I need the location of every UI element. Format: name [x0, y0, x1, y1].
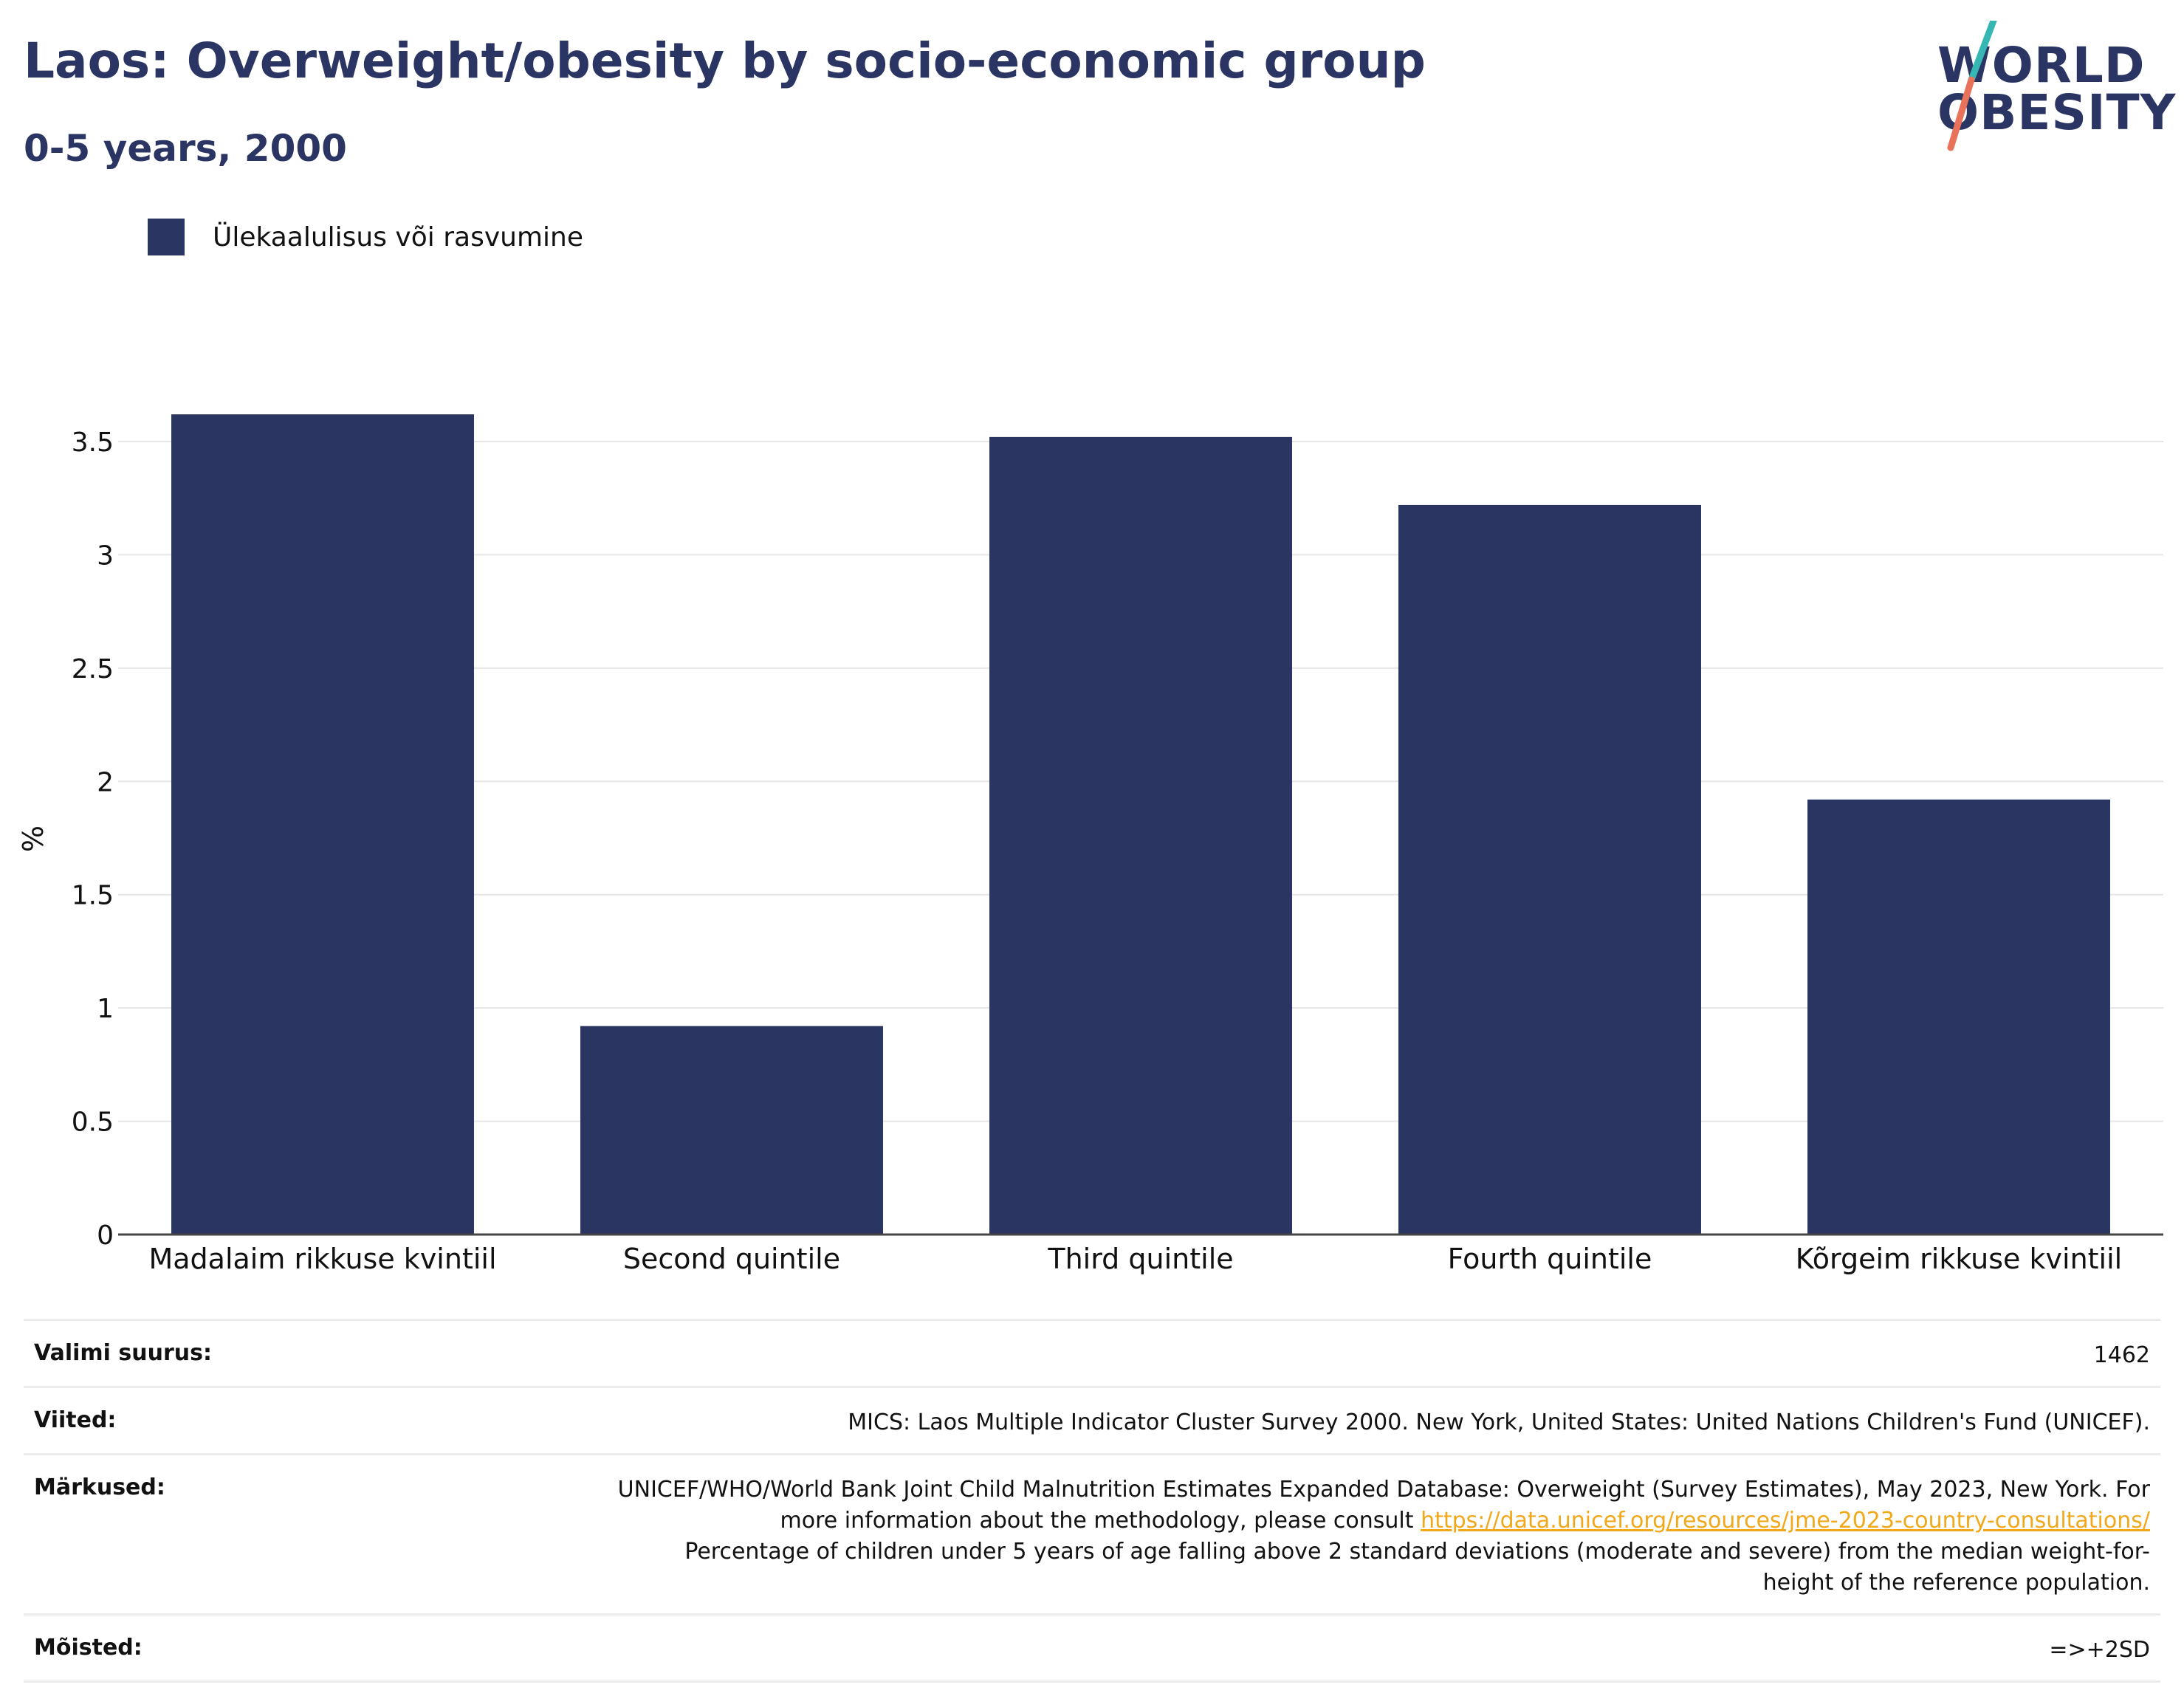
- logo-text-obesity: OBESITY: [1937, 84, 2177, 141]
- y-tick-labels: 0 0.5 1 1.5 2 2.5 3 3.5: [72, 428, 114, 1251]
- x-tick-label: Second quintile: [623, 1243, 840, 1275]
- notes-label: Märkused:: [34, 1474, 165, 1500]
- footer-row-notes: Märkused: UNICEF/WHO/World Bank Joint Ch…: [24, 1453, 2160, 1613]
- y-tick-label: 3.5: [72, 428, 114, 458]
- definitions-label: Mõisted:: [34, 1635, 142, 1661]
- legend: Ülekaalulisus või rasvumine: [148, 219, 583, 255]
- footer-row-definitions: Mõisted: =>+2SD: [24, 1613, 2160, 1683]
- chart-subtitle: 0-5 years, 2000: [24, 127, 347, 170]
- bar: [171, 414, 474, 1235]
- y-tick-label: 1.5: [72, 881, 114, 911]
- definitions-value: =>+2SD: [2049, 1637, 2150, 1663]
- y-tick-label: 0.5: [72, 1108, 114, 1138]
- y-tick-label: 3: [97, 540, 114, 571]
- bar-chart: 0 0.5 1 1.5 2 2.5 3 3.5 Madalaim rikkuse kvinti…: [17, 414, 2163, 1275]
- bars: [171, 414, 2110, 1235]
- footer-row-sample-size: Valimi suurus: 1462: [24, 1319, 2160, 1386]
- sample-size-label: Valimi suurus:: [34, 1340, 212, 1366]
- x-tick-label: Third quintile: [1047, 1243, 1233, 1275]
- y-tick-label: 0: [97, 1220, 114, 1251]
- logo-slash-icon: [1947, 21, 1997, 151]
- methodology-link[interactable]: https://data.unicef.org/resources/jme-20…: [1421, 1508, 2150, 1534]
- x-tick-label: Madalaim rikkuse kvintiil: [148, 1243, 496, 1275]
- footer-row-references: Viited: MICS: Laos Multiple Indicator Cl…: [24, 1386, 2160, 1453]
- legend-swatch: [148, 219, 185, 255]
- y-tick-label: 2.5: [72, 654, 114, 684]
- notes-text: UNICEF/WHO/World Bank Joint Child Malnut…: [617, 1477, 2150, 1534]
- y-tick-label: 2: [97, 767, 114, 797]
- references-value: MICS: Laos Multiple Indicator Cluster Su…: [848, 1410, 2150, 1435]
- world-obesity-logo: WORLD OBESITY: [1927, 21, 2175, 154]
- legend-label: Ülekaalulisus või rasvumine: [213, 222, 583, 253]
- bar: [989, 436, 1292, 1235]
- chart-title: Laos: Overweight/obesity by socio-econom…: [24, 32, 1426, 89]
- y-tick-label: 1: [97, 994, 114, 1024]
- bar: [1807, 799, 2110, 1235]
- footer-table: Valimi suurus: 1462 Viited: MICS: Laos M…: [24, 1319, 2160, 1683]
- notes-value: UNICEF/WHO/World Bank Joint Child Malnut…: [614, 1474, 2150, 1599]
- x-tick-label: Kõrgeim rikkuse kvintiil: [1796, 1243, 2122, 1275]
- x-tick-label: Fourth quintile: [1448, 1243, 1652, 1275]
- bar: [1398, 504, 1701, 1235]
- sample-size-value: 1462: [2093, 1342, 2150, 1368]
- x-tick-labels: Madalaim rikkuse kvintiil Second quintile…: [148, 1243, 2122, 1275]
- y-axis-label: %: [17, 825, 49, 852]
- references-label: Viited:: [34, 1407, 117, 1433]
- notes-text-extra: Percentage of children under 5 years of …: [684, 1539, 2150, 1596]
- bar: [580, 1026, 883, 1235]
